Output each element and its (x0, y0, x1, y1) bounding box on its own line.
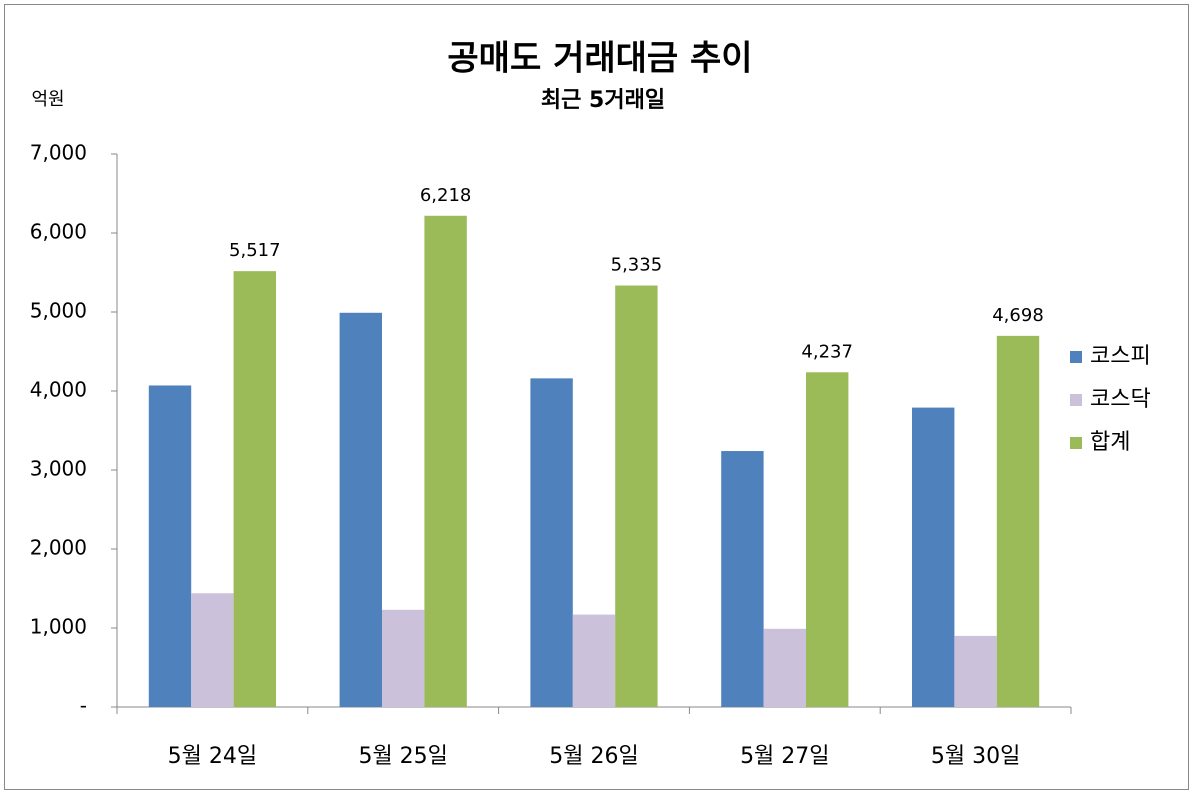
bar (424, 215, 467, 707)
x-tick-label: 5월 25일 (358, 744, 447, 769)
bar (530, 378, 573, 707)
legend-label: 코스닥 (1090, 387, 1151, 412)
bar (721, 451, 764, 707)
bar (382, 609, 425, 707)
y-tick-label: - (80, 694, 87, 718)
legend-label: 합계 (1090, 430, 1130, 455)
x-tick-label: 5월 24일 (168, 744, 257, 769)
bar (191, 593, 234, 707)
y-tick-label: 1,000 (30, 615, 87, 639)
y-tick-label: 6,000 (30, 220, 87, 244)
x-tick-label: 5월 26일 (549, 744, 638, 769)
data-label: 4,237 (801, 341, 853, 362)
legend-swatch (1070, 394, 1082, 406)
y-tick-label: 3,000 (30, 457, 87, 481)
legend-swatch (1070, 351, 1082, 363)
data-label: 6,218 (420, 185, 472, 206)
legend-label: 코스피 (1090, 344, 1151, 369)
y-tick-label: 4,000 (30, 378, 87, 402)
bar (233, 271, 276, 707)
bar (339, 312, 382, 707)
bar (806, 372, 849, 707)
legend-swatch (1070, 437, 1082, 449)
bar (572, 614, 616, 707)
x-tick-label: 5월 27일 (740, 744, 829, 769)
bar (954, 635, 997, 707)
y-tick-label: 5,000 (30, 299, 87, 323)
chart-subtitle: 최근 5거래일 (541, 88, 665, 113)
y-tick-label: 2,000 (30, 536, 87, 560)
bar (615, 285, 658, 707)
data-label: 5,335 (611, 255, 663, 276)
bar (763, 628, 806, 707)
bar (996, 335, 1040, 707)
x-tick-label: 5월 30일 (931, 744, 1020, 769)
data-label: 5,517 (229, 240, 281, 261)
y-axis-label: 억원 (31, 89, 64, 110)
data-label: 4,698 (992, 305, 1044, 326)
bar (148, 385, 192, 707)
y-tick-label: 7,000 (30, 141, 87, 165)
bar (912, 407, 955, 707)
chart-title: 공매도 거래대금 추이 (447, 39, 752, 79)
